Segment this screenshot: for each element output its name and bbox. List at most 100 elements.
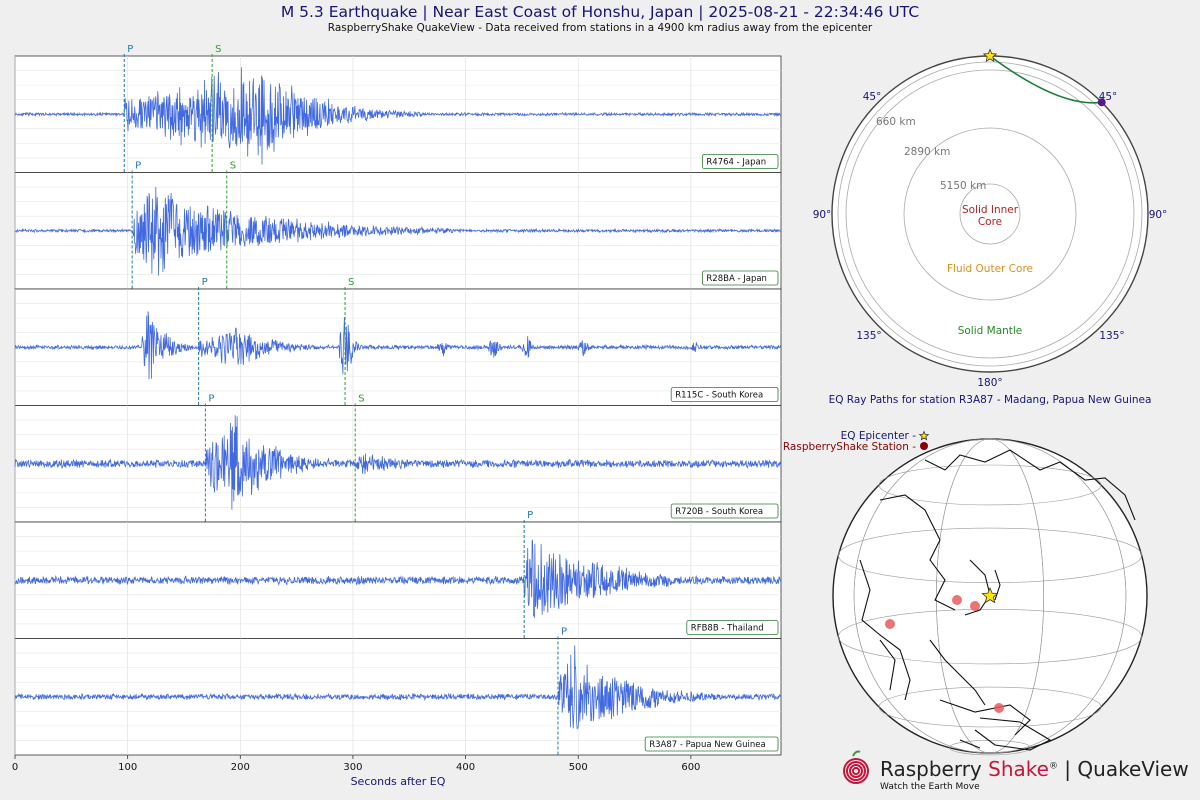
depth-circle-410 bbox=[837, 61, 1143, 367]
logo-separator: | bbox=[1064, 757, 1072, 781]
region-label-outer-core: Fluid Outer Core bbox=[947, 263, 1033, 275]
station-label: R3A87 - Papua New Guinea bbox=[649, 740, 765, 750]
region-label-inner-core: Solid Inner bbox=[962, 204, 1019, 216]
logo-ring bbox=[849, 764, 863, 778]
graticule-latitude bbox=[838, 609, 1142, 665]
x-tick-label: 300 bbox=[343, 762, 362, 773]
station-label: R720B - South Korea bbox=[675, 507, 763, 517]
x-tick-label: 0 bbox=[12, 762, 18, 773]
x-tick-label: 500 bbox=[569, 762, 588, 773]
p-wave-label: P bbox=[202, 277, 208, 288]
legend-station-label: RaspberryShake Station - bbox=[783, 441, 916, 453]
legend-star-icon bbox=[918, 430, 930, 441]
logo-ring bbox=[846, 761, 866, 781]
x-tick-label: 600 bbox=[681, 762, 700, 773]
trace-panel bbox=[14, 405, 782, 523]
coastline bbox=[879, 494, 956, 611]
graticule-latitude bbox=[878, 464, 1102, 506]
logo-registered: ® bbox=[1048, 761, 1058, 772]
station-label: R115C - South Korea bbox=[675, 391, 763, 401]
x-tick-label: 400 bbox=[456, 762, 475, 773]
station-dot bbox=[885, 619, 895, 629]
seismogram-trace bbox=[14, 186, 782, 276]
logo-brand-shake: Shake bbox=[988, 757, 1049, 781]
inner-core-boundary bbox=[959, 183, 1021, 245]
station-label: R28BA - Japan bbox=[706, 274, 767, 284]
station-label-box bbox=[686, 620, 779, 635]
seismogram-trace bbox=[14, 645, 782, 730]
trace-panel bbox=[14, 521, 782, 639]
graticule-latitude bbox=[878, 686, 1102, 728]
x-tick-label: 200 bbox=[231, 762, 250, 773]
p-wave-label: P bbox=[527, 510, 533, 521]
depth-circle-660 bbox=[845, 69, 1135, 359]
trace-panel bbox=[14, 638, 782, 756]
station-label-box bbox=[702, 154, 779, 169]
p-wave-label: P bbox=[135, 161, 141, 172]
region-label-mantle: Solid Mantle bbox=[958, 325, 1023, 337]
coastline bbox=[974, 717, 1052, 751]
p-wave-label: P bbox=[208, 394, 214, 405]
logo-ring bbox=[843, 758, 869, 784]
logo-ring bbox=[852, 767, 860, 775]
angle-label: 135° bbox=[1099, 330, 1124, 342]
angle-label: 90° bbox=[813, 209, 832, 221]
trace-panel bbox=[14, 55, 782, 173]
p-wave-label: P bbox=[561, 627, 567, 638]
trace-panel bbox=[14, 288, 782, 406]
seismogram-trace bbox=[14, 67, 782, 165]
s-wave-label: S bbox=[215, 44, 221, 55]
angle-label: 45° bbox=[863, 91, 882, 103]
coastline bbox=[924, 449, 1136, 521]
logo-leaf bbox=[852, 750, 861, 757]
page-title: M 5.3 Earthquake | Near East Coast of Ho… bbox=[280, 3, 920, 21]
station-label-box bbox=[702, 270, 779, 286]
angle-label: 180° bbox=[977, 377, 1002, 389]
s-wave-label: S bbox=[348, 277, 354, 288]
station-label-box bbox=[670, 503, 779, 519]
outer-core-boundary bbox=[903, 127, 1077, 301]
coastline bbox=[959, 739, 981, 749]
ray-path bbox=[989, 55, 1102, 104]
seismogram-trace bbox=[14, 539, 782, 618]
station-label: R4764 - Japan bbox=[706, 158, 766, 168]
seismogram-trace bbox=[14, 415, 782, 510]
epicenter-star-icon bbox=[981, 586, 999, 604]
legend-station-dot bbox=[920, 442, 928, 450]
s-wave-label: S bbox=[230, 161, 236, 172]
trace-panel bbox=[14, 172, 782, 290]
angle-label: 135° bbox=[856, 330, 881, 342]
globe-map bbox=[832, 438, 1148, 756]
depth-label: 2890 km bbox=[904, 146, 950, 158]
graticule-latitude bbox=[949, 740, 1031, 756]
depth-label: 5150 km bbox=[940, 180, 986, 192]
station-marker bbox=[1097, 98, 1106, 107]
coastline bbox=[859, 559, 911, 701]
angle-label: 90° bbox=[1149, 209, 1168, 221]
region-label-inner-core: Core bbox=[978, 216, 1002, 228]
seismogram-trace bbox=[14, 311, 782, 380]
logo-product: QuakeView bbox=[1077, 757, 1189, 781]
coastline bbox=[929, 639, 986, 706]
brand-logo: Raspberry Shake® | QuakeView bbox=[880, 757, 1189, 781]
epicenter-star-icon bbox=[982, 48, 998, 63]
page-subtitle: RaspberryShake QuakeView - Data received… bbox=[327, 22, 873, 34]
logo-brand-raspberry: Raspberry bbox=[880, 757, 982, 781]
ray-diagram-title: EQ Ray Paths for station R3A87 - Madang,… bbox=[829, 394, 1152, 406]
coastline bbox=[994, 569, 1001, 601]
s-wave-label: S bbox=[358, 394, 364, 405]
station-dot bbox=[994, 703, 1004, 713]
legend-epicenter-label: EQ Epicenter - bbox=[841, 430, 917, 442]
logo-tagline: Watch the Earth Move bbox=[880, 782, 980, 792]
x-tick-label: 100 bbox=[118, 762, 137, 773]
station-label: RFB8B - Thailand bbox=[691, 624, 764, 634]
depth-label: 660 km bbox=[876, 116, 916, 128]
graticule-longitude bbox=[853, 438, 1127, 754]
station-dot bbox=[970, 601, 980, 611]
graticule-latitude bbox=[838, 527, 1142, 583]
coastline bbox=[879, 639, 896, 691]
station-label-box bbox=[670, 387, 779, 402]
p-wave-label: P bbox=[127, 44, 133, 55]
